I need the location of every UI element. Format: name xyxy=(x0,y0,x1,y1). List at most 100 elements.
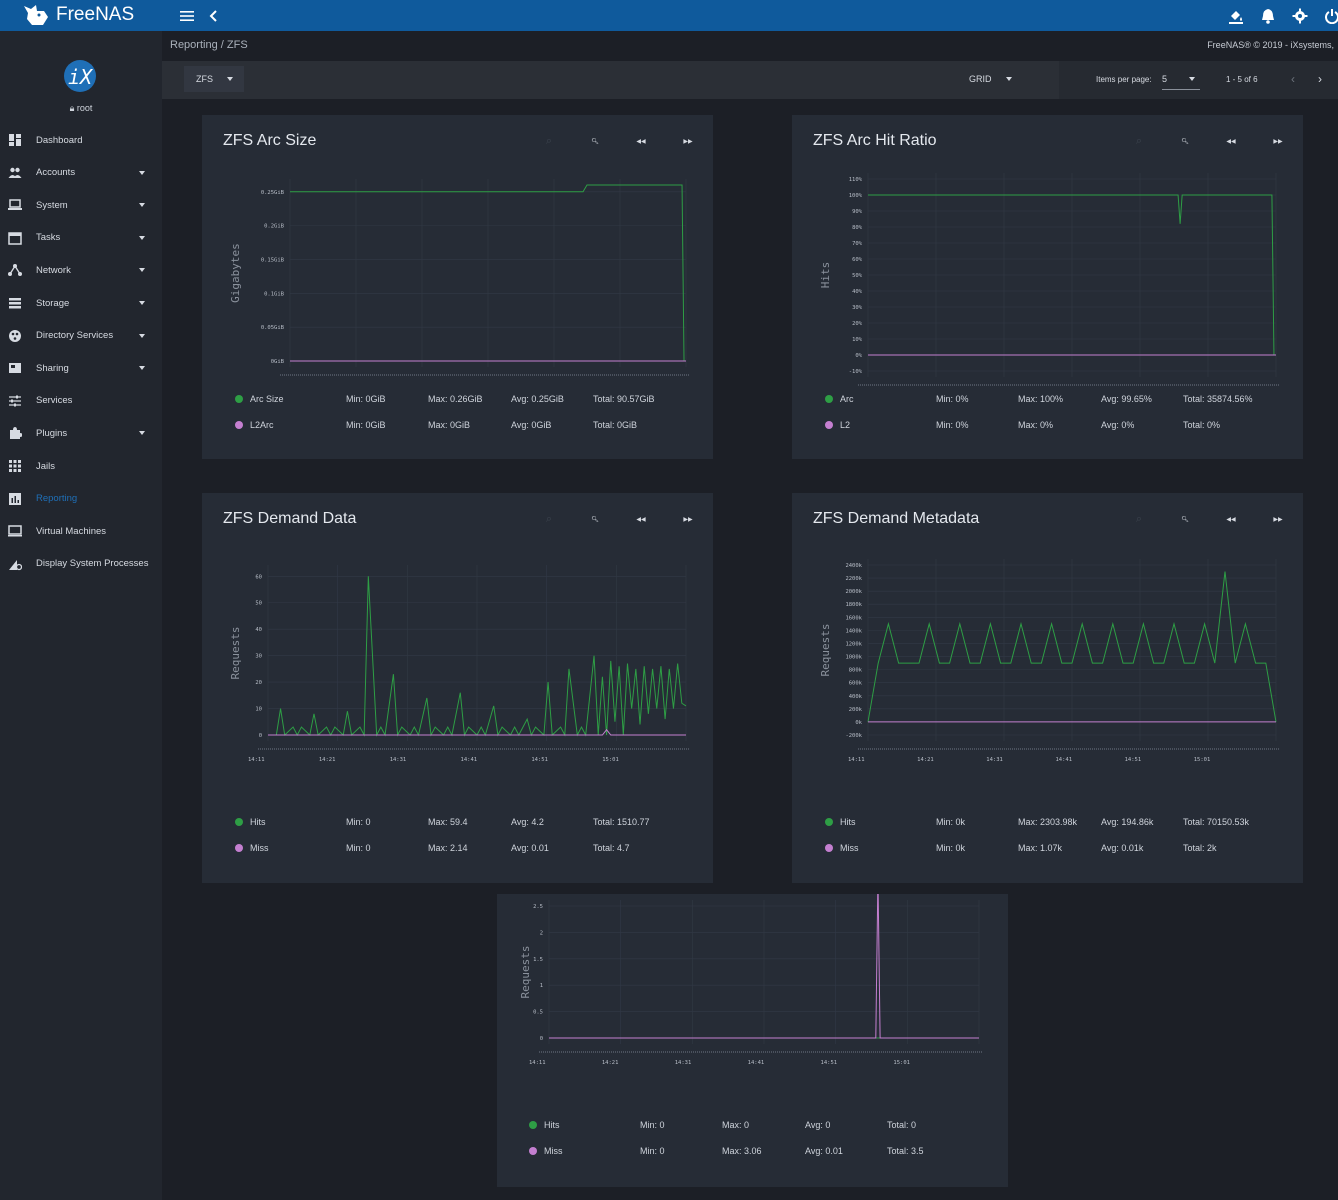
next-page-icon[interactable]: › xyxy=(1318,72,1322,86)
sidebar-item-services[interactable]: Services xyxy=(0,389,162,413)
x-tick-label: 14:11 xyxy=(248,757,265,763)
series-line-hits xyxy=(268,576,687,737)
legend-min: Min: 0 xyxy=(640,1120,665,1130)
y-tick-label: 0k xyxy=(855,720,862,726)
power-icon[interactable] xyxy=(1323,7,1338,24)
legend-max: Max: 0 xyxy=(722,1120,750,1130)
zoom-out-icon[interactable]: ⌕ xyxy=(545,134,553,147)
legend-max: Max: 2.14 xyxy=(428,843,468,853)
sidebar-item-jails[interactable]: Jails xyxy=(0,454,162,478)
step-forward-icon[interactable]: ▶▶ xyxy=(683,516,693,523)
legend-avg: Avg: 0.01 xyxy=(511,843,549,853)
laptop-icon xyxy=(8,199,22,211)
step-back-icon[interactable]: ◀◀ xyxy=(636,516,646,523)
legend-min: Min: 0k xyxy=(936,843,966,853)
legend-dot xyxy=(235,395,243,403)
legend-name: Hits xyxy=(840,817,856,827)
x-tick-label: 14:21 xyxy=(917,757,934,763)
chart: 2.5 2 1.5 1 0.5 0 14:11 14:21 14:31 14:41 14:51 15:… xyxy=(519,894,983,1066)
chevron-left-icon[interactable] xyxy=(205,7,222,24)
sidebar-item-accounts[interactable]: Accounts xyxy=(0,161,162,185)
chart-icon xyxy=(9,492,21,505)
x-tick-label: 15:01 xyxy=(893,1060,910,1066)
x-tick-label: 14:41 xyxy=(1055,757,1072,763)
y-tick-label: 70% xyxy=(852,241,863,247)
x-tick-label: 14:51 xyxy=(821,1060,838,1066)
sidebar-item-reporting[interactable]: Reporting xyxy=(0,487,162,511)
step-forward-icon[interactable]: ▶▶ xyxy=(1273,138,1283,145)
sidebar-item-storage[interactable]: Storage xyxy=(0,291,162,315)
legend-total: Total: 1510.77 xyxy=(593,817,650,827)
chevron-down-icon xyxy=(139,431,145,436)
chart: 110% 100% 90% 80% 70% 60% 50% 40% 30% 20% 10% 0% -10… xyxy=(819,173,1280,386)
gear-icon[interactable] xyxy=(1291,7,1308,24)
step-forward-icon[interactable]: ▶▶ xyxy=(1273,516,1283,523)
legend-max: Max: 2303.98k xyxy=(1018,817,1078,827)
zoom-in-icon[interactable]: 🔍︎ xyxy=(591,516,599,523)
sidebar-item-sharing[interactable]: Sharing xyxy=(0,356,162,380)
zoom-in-icon[interactable]: 🔍︎ xyxy=(1181,516,1189,523)
x-tick-label: 14:21 xyxy=(602,1060,619,1066)
sidebar-item-directory-services[interactable]: Directory Services xyxy=(0,324,162,348)
items-per-page-label: Items per page: xyxy=(1096,74,1152,84)
sidebar-item-system[interactable]: System xyxy=(0,193,162,217)
top-bar: FreeNAS xyxy=(0,0,1338,31)
previous-page-icon[interactable]: ‹ xyxy=(1291,72,1295,86)
x-tick-label: 14:51 xyxy=(1125,757,1142,763)
y-tick-label: 60 xyxy=(255,574,262,580)
y-tick-label: 2.5 xyxy=(533,904,543,910)
items-per-page-value: 5 xyxy=(1162,74,1168,84)
legend-max: Max: 0GiB xyxy=(428,420,471,430)
step-back-icon[interactable]: ◀◀ xyxy=(1226,516,1236,523)
dashboard-icon xyxy=(9,134,21,146)
y-tick-label: 200k xyxy=(849,707,863,713)
legend-avg: Avg: 99.65% xyxy=(1101,394,1152,404)
username: root xyxy=(76,103,93,113)
sidebar-item-label: Accounts xyxy=(36,167,76,179)
breadcrumb-parent[interactable]: Reporting xyxy=(170,39,218,51)
y-tick-label: 400k xyxy=(849,694,863,700)
svg-text:iX: iX xyxy=(68,65,94,89)
sidebar-item-dashboard[interactable]: Dashboard xyxy=(0,128,162,152)
step-back-icon[interactable]: ◀◀ xyxy=(1226,138,1236,145)
bell-icon[interactable] xyxy=(1259,7,1276,24)
legend-total: Total: 35874.56% xyxy=(1183,394,1253,404)
legend-dot xyxy=(529,1147,537,1155)
items-per-page-select[interactable]: 5 xyxy=(1162,69,1200,90)
menu-icon[interactable] xyxy=(178,7,195,24)
sidebar-item-label: Services xyxy=(36,395,73,407)
report-type-select[interactable]: ZFS xyxy=(184,66,244,92)
chevron-down-icon xyxy=(139,235,145,240)
step-forward-icon[interactable]: ▶▶ xyxy=(683,138,693,145)
step-back-icon[interactable]: ◀◀ xyxy=(636,138,646,145)
legend-min: Min: 0% xyxy=(936,420,969,430)
sidebar-item-tasks[interactable]: Tasks xyxy=(0,226,162,250)
sidebar-item-virtual-machines[interactable]: Virtual Machines xyxy=(0,519,162,543)
zoom-out-icon[interactable]: ⌕ xyxy=(545,512,553,525)
legend-dot xyxy=(825,421,833,429)
legend-dot xyxy=(235,421,243,429)
y-tick-label: 1600k xyxy=(845,615,862,621)
freenas-logo[interactable]: FreeNAS xyxy=(22,3,134,27)
zoom-out-icon[interactable]: ⌕ xyxy=(1135,134,1143,147)
sidebar-item-network[interactable]: Network xyxy=(0,258,162,282)
chevron-down-icon xyxy=(139,170,145,175)
legend-total: Total: 0 xyxy=(887,1120,917,1130)
y-tick-label: 20% xyxy=(852,321,863,327)
zoom-in-icon[interactable]: 🔍︎ xyxy=(591,138,599,145)
puzzle-icon xyxy=(10,427,22,440)
x-tick-label: 14:31 xyxy=(675,1060,692,1066)
report-panel: ZFS Demand Metadata ⌕ 🔍︎ ◀◀ ▶▶ 2400k 2200k 2000… xyxy=(792,493,1303,883)
zoom-in-icon[interactable]: 🔍︎ xyxy=(1181,138,1189,145)
sidebar-item-display-system-processes[interactable]: Display System Processes xyxy=(0,552,162,576)
zoom-out-icon[interactable]: ⌕ xyxy=(1135,512,1143,525)
sidebar-item-plugins[interactable]: Plugins xyxy=(0,421,162,445)
y-tick-label: 20 xyxy=(255,680,262,686)
panel-title: ZFS Demand Metadata xyxy=(813,510,980,527)
theme-paint-icon[interactable] xyxy=(1227,7,1244,24)
y-tick-label: 50 xyxy=(255,601,262,607)
sidebar-item-label: Virtual Machines xyxy=(36,525,107,537)
layout-select[interactable]: GRID xyxy=(969,66,1012,92)
x-tick-label: 14:31 xyxy=(390,757,407,763)
x-tick-label: 15:01 xyxy=(1194,757,1211,763)
